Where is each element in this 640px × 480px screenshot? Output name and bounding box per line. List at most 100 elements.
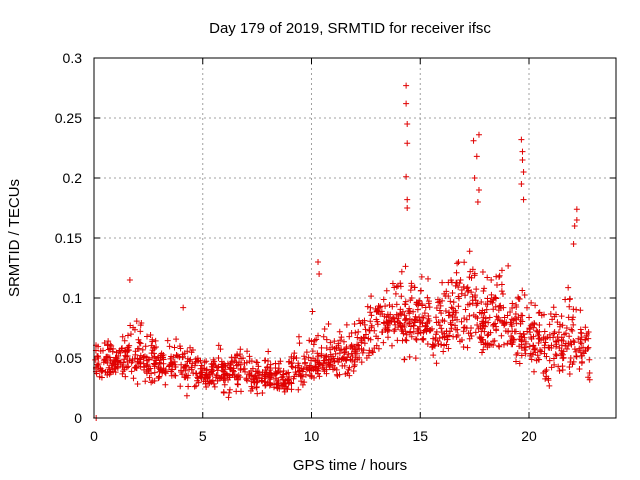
data-point [389, 315, 396, 322]
data-point [545, 344, 552, 351]
data-point [188, 366, 195, 373]
data-point [379, 329, 386, 336]
data-point [533, 327, 540, 334]
data-point [434, 337, 441, 344]
data-point [584, 345, 591, 352]
data-point [532, 302, 539, 309]
data-point [403, 315, 410, 322]
data-point [149, 354, 156, 361]
data-point [521, 344, 528, 351]
data-point [121, 356, 128, 363]
data-point [197, 357, 204, 364]
data-point [127, 331, 134, 338]
y-tick-label: 0.15 [55, 230, 82, 246]
data-point [398, 326, 405, 333]
data-point [484, 274, 491, 281]
data-point [308, 365, 315, 372]
data-point [457, 276, 464, 283]
data-point [527, 350, 534, 357]
data-point [408, 283, 415, 290]
data-point [586, 370, 593, 377]
data-point [531, 346, 538, 353]
data-point [384, 334, 391, 341]
data-point [271, 384, 278, 391]
data-point [374, 321, 381, 328]
data-point [585, 344, 592, 351]
data-point [132, 364, 139, 371]
data-point [330, 355, 337, 362]
data-point [445, 345, 452, 352]
data-point [143, 333, 150, 340]
data-point [451, 322, 458, 329]
data-point [122, 373, 129, 380]
data-point [125, 363, 132, 370]
x-tick-label: 15 [412, 428, 428, 444]
data-point [310, 341, 317, 348]
data-point [283, 384, 290, 391]
data-point [316, 373, 323, 380]
data-point [366, 327, 373, 334]
data-point [305, 354, 312, 361]
data-point [105, 354, 112, 361]
data-point [565, 284, 572, 291]
data-point [348, 330, 355, 337]
data-point [131, 355, 138, 362]
data-point [414, 325, 421, 332]
data-point [345, 351, 352, 358]
data-point [443, 328, 450, 335]
data-point [473, 286, 480, 293]
data-point [570, 241, 577, 247]
data-point [373, 333, 380, 340]
data-point [92, 356, 99, 363]
data-point [563, 345, 570, 352]
data-point [306, 337, 313, 344]
data-point [168, 353, 175, 360]
data-point [497, 305, 504, 312]
data-point [585, 374, 592, 381]
data-point [490, 342, 497, 349]
data-point [143, 363, 150, 370]
data-point [244, 377, 251, 384]
data-point [136, 339, 143, 346]
data-point [248, 367, 255, 374]
data-point [515, 294, 522, 301]
data-point [349, 357, 356, 364]
data-point [193, 370, 200, 377]
data-point [228, 359, 235, 366]
data-point [404, 121, 411, 127]
data-point [466, 335, 473, 342]
data-point [358, 337, 365, 344]
data-point [265, 357, 272, 364]
data-point [191, 383, 198, 390]
data-point [391, 318, 398, 325]
data-point [314, 357, 321, 364]
data-point [503, 319, 510, 326]
data-point [331, 358, 338, 365]
data-point [133, 318, 140, 325]
data-point [466, 274, 473, 281]
data-point [462, 306, 469, 313]
data-point [433, 360, 440, 367]
data-point [475, 187, 482, 193]
data-point [482, 300, 489, 307]
data-point [551, 361, 558, 368]
data-point [496, 343, 503, 350]
data-point [242, 368, 249, 375]
data-point [540, 369, 547, 376]
data-point [285, 369, 292, 376]
data-point [199, 372, 206, 379]
data-point [562, 330, 569, 337]
data-point [224, 360, 231, 367]
data-point [355, 328, 362, 335]
data-point [541, 311, 548, 318]
data-point [493, 327, 500, 334]
data-point [498, 332, 505, 339]
data-point [341, 349, 348, 356]
data-point [355, 342, 362, 349]
data-point [192, 356, 199, 363]
data-point [181, 350, 188, 357]
data-point [323, 352, 330, 359]
data-point [552, 343, 559, 350]
data-point [393, 283, 400, 290]
data-point [347, 343, 354, 350]
